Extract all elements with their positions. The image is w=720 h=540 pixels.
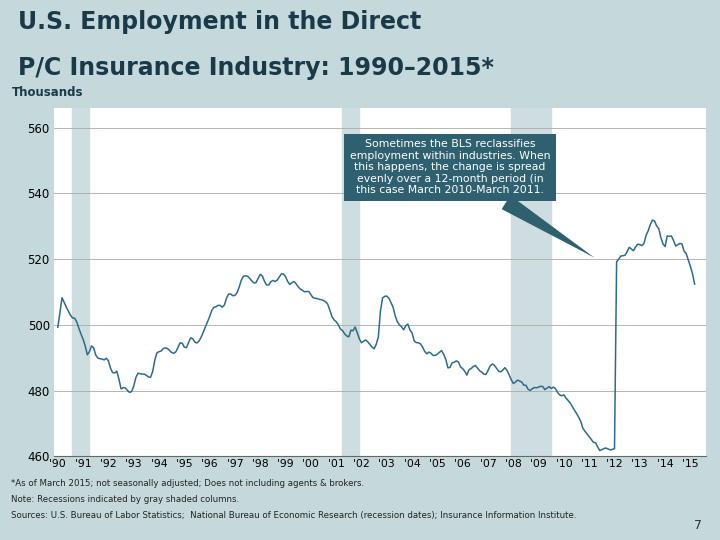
Bar <box>343 108 359 456</box>
Text: Thousands: Thousands <box>12 86 83 99</box>
Text: Sources: U.S. Bureau of Labor Statistics;  National Bureau of Economic Research : Sources: U.S. Bureau of Labor Statistics… <box>11 511 576 521</box>
Text: U.S. Employment in the Direct: U.S. Employment in the Direct <box>18 10 421 33</box>
Text: Note: Recessions indicated by gray shaded columns.: Note: Recessions indicated by gray shade… <box>11 495 239 504</box>
Bar <box>73 108 89 456</box>
Bar <box>511 108 552 456</box>
Text: Sometimes the BLS reclassifies
employment within industries. When
this happens, : Sometimes the BLS reclassifies employmen… <box>350 139 595 258</box>
Text: *As of March 2015; not seasonally adjusted; Does not including agents & brokers.: *As of March 2015; not seasonally adjust… <box>11 479 364 488</box>
Text: 7: 7 <box>694 519 702 532</box>
Text: P/C Insurance Industry: 1990–2015*: P/C Insurance Industry: 1990–2015* <box>18 56 494 80</box>
